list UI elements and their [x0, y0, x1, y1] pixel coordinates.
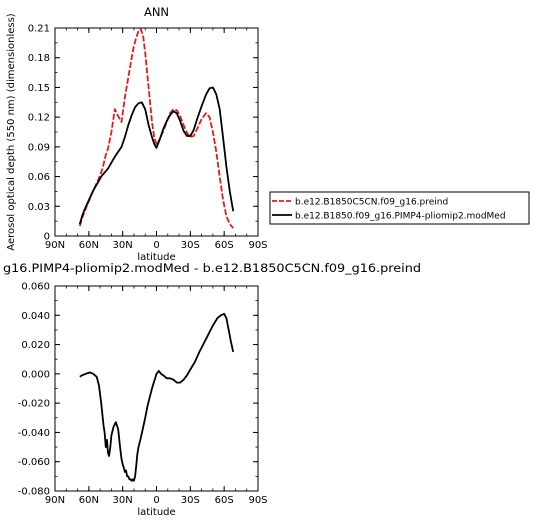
y-tick-label: 0.060 [21, 282, 50, 293]
series-line-2 [78, 86, 235, 225]
series-line-1 [79, 312, 235, 482]
chart-title: ANN [144, 5, 169, 19]
x-tick-label: 0 [153, 495, 159, 506]
y-tick-label: -0.040 [18, 428, 50, 439]
x-tick-label: 30N [113, 495, 133, 506]
difference-line-chart: 90N 60N 30N 0 30S 60S 90S -0.080 -0.060 -0.040 -0.… [3, 261, 421, 518]
x-tick-label: 90N [45, 240, 65, 251]
y-tick-label: 0.06 [28, 172, 50, 183]
legend-box [269, 191, 530, 225]
aod-line-chart: 90N 60N 30N 0 30S 60S 90S 0 0.03 0.06 0.09 0.12 0.15… [6, 5, 268, 263]
y-tick-label: 0.03 [28, 202, 50, 213]
legend: b.e12.B1850C5CN.f09_g16.preind b.e12.B185… [269, 191, 530, 225]
y-tick-label: 0.09 [28, 142, 50, 153]
x-axis-label: latitude [137, 252, 175, 263]
x-tick-label: 30S [181, 240, 200, 251]
y-tick-label: 0 [44, 232, 50, 243]
y-tick-label: 0.12 [28, 113, 50, 124]
y-tick-label: 0.18 [28, 53, 50, 64]
y-tick-label: 0.020 [21, 340, 50, 351]
x-tick-label: 60S [215, 495, 234, 506]
x-tick-label: 0 [153, 240, 159, 251]
y-tick-label: 0.000 [21, 369, 50, 380]
x-tick-label: 60N [79, 495, 99, 506]
x-tick-label: 90S [248, 495, 267, 506]
chart-title: g16.PIMP4-pliomip2.modMed - b.e12.B1850C… [3, 261, 421, 275]
x-tick-label: 60N [79, 240, 99, 251]
x-tick-label: 30N [113, 240, 133, 251]
x-axis-label: latitude [137, 507, 175, 518]
plot-frame [54, 27, 259, 237]
series-line-1 [78, 28, 234, 229]
y-tick-label: -0.060 [18, 457, 50, 468]
x-tick-label: 60S [215, 240, 234, 251]
y-tick-label: -0.020 [18, 399, 50, 410]
y-tick-label: -0.080 [18, 487, 50, 498]
y-tick-label: 0.15 [28, 83, 50, 94]
y-axis-label: Aerosol optical depth (550 nm) (dimensio… [6, 13, 17, 251]
plot-frame [54, 285, 259, 492]
x-tick-label: 30S [181, 495, 200, 506]
y-tick-label: 0.21 [28, 24, 50, 35]
y-tick-label: 0.040 [21, 311, 50, 322]
x-tick-label: 90S [248, 240, 267, 251]
legend-entry-1: b.e12.B1850C5CN.f09_g16.preind [295, 198, 448, 208]
x-tick-label: 90N [45, 495, 65, 506]
legend-entry-2: b.e12.B1850.f09_g16.PIMP4-pliomip2.modMe… [295, 212, 506, 222]
